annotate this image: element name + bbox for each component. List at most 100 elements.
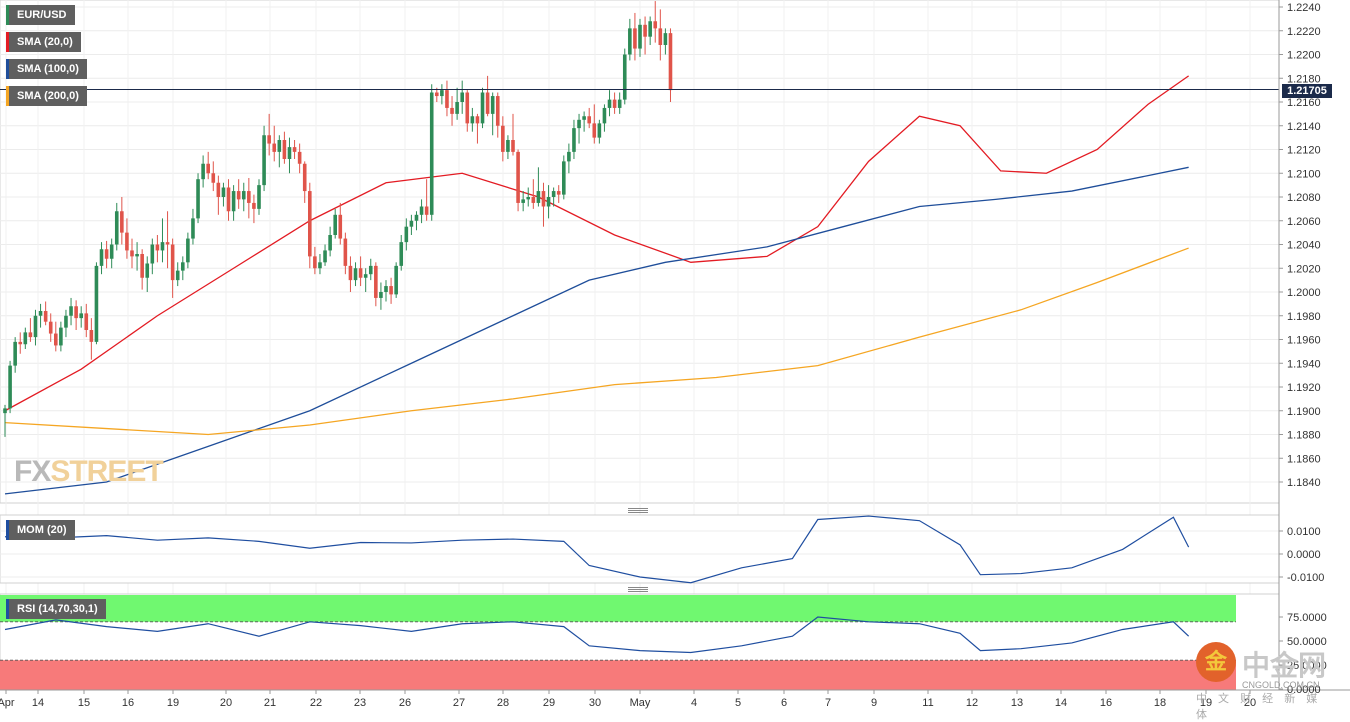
candle bbox=[84, 303, 89, 338]
mom-pane-frame bbox=[0, 514, 1280, 584]
rsi-y-tick-label: 75.0000 bbox=[1287, 612, 1327, 624]
candle-body bbox=[292, 147, 297, 152]
x-tick-label: 16 bbox=[122, 697, 134, 709]
candle-body bbox=[191, 218, 195, 239]
candle-body bbox=[485, 92, 490, 114]
candle-body bbox=[353, 268, 358, 281]
candle-body bbox=[419, 206, 424, 215]
candle-body bbox=[404, 226, 409, 243]
y-tick-label: 1.1880 bbox=[1287, 430, 1321, 442]
candle-body bbox=[33, 315, 38, 338]
candle bbox=[79, 306, 83, 328]
legend-sma20[interactable]: SMA (20,0) bbox=[6, 32, 81, 52]
candle-body bbox=[414, 214, 419, 221]
y-tick-label: 1.1940 bbox=[1287, 358, 1321, 370]
candle-body bbox=[541, 191, 546, 207]
x-tick-label: 20 bbox=[220, 697, 232, 709]
candle-body bbox=[363, 274, 368, 278]
candle bbox=[23, 327, 28, 349]
x-tick-label: 20 bbox=[1244, 697, 1256, 709]
candle bbox=[181, 256, 185, 281]
candle-body bbox=[495, 96, 500, 126]
candle bbox=[318, 254, 322, 275]
candle-body bbox=[130, 250, 134, 257]
candle-body bbox=[79, 313, 83, 319]
legend-sma100[interactable]: SMA (100,0) bbox=[6, 59, 87, 79]
candle bbox=[597, 119, 602, 144]
candle bbox=[602, 104, 607, 132]
candle bbox=[99, 242, 104, 275]
candle-body bbox=[125, 232, 129, 251]
candle bbox=[3, 404, 7, 437]
candle bbox=[226, 179, 231, 221]
mom-y-tick-label: 0.0000 bbox=[1287, 549, 1321, 561]
candle bbox=[196, 173, 200, 224]
candle-body bbox=[257, 185, 261, 209]
candle-body bbox=[272, 143, 277, 152]
candle-body bbox=[247, 191, 251, 203]
x-tick-label: 13 bbox=[1011, 697, 1023, 709]
candle bbox=[150, 238, 155, 275]
candle bbox=[333, 208, 337, 239]
candle bbox=[338, 202, 343, 245]
legend-mom-label: MOM (20) bbox=[17, 524, 67, 536]
candle bbox=[211, 161, 216, 192]
candle bbox=[297, 143, 302, 174]
candle bbox=[617, 92, 622, 114]
candle bbox=[175, 262, 180, 287]
candle bbox=[135, 242, 139, 271]
candle-body bbox=[587, 116, 591, 124]
candle-body bbox=[394, 265, 398, 295]
y-tick-label: 1.2220 bbox=[1287, 26, 1321, 38]
candle bbox=[409, 214, 414, 235]
candle-body bbox=[480, 92, 485, 124]
candle-body bbox=[120, 211, 124, 233]
candle bbox=[526, 187, 531, 207]
y-tick-label: 1.1840 bbox=[1287, 477, 1321, 489]
candle-body bbox=[643, 24, 647, 37]
candle bbox=[125, 218, 129, 259]
legend-eurusd[interactable]: EUR/USD bbox=[6, 5, 75, 25]
legend-sma200[interactable]: SMA (200,0) bbox=[6, 86, 87, 106]
candle-body bbox=[109, 244, 114, 259]
candle bbox=[465, 90, 470, 132]
cngold-watermark: 金 中金网 CNGOLD.COM.CN 中 文 财 经 新 媒 体 bbox=[1196, 642, 1336, 721]
y-tick-label: 1.2060 bbox=[1287, 216, 1321, 228]
legend-sma200-label: SMA (200,0) bbox=[17, 90, 79, 102]
candle-body bbox=[99, 249, 104, 266]
legend-rsi[interactable]: RSI (14,70,30,1) bbox=[6, 599, 106, 619]
candle-body bbox=[617, 99, 622, 108]
candle-body bbox=[150, 244, 155, 264]
candle bbox=[109, 238, 114, 269]
candle-body bbox=[668, 33, 673, 91]
candle bbox=[440, 84, 444, 105]
candle-body bbox=[236, 191, 241, 200]
x-tick-label: Apr bbox=[0, 697, 15, 709]
legend-mom[interactable]: MOM (20) bbox=[6, 520, 75, 540]
candle-body bbox=[18, 341, 23, 345]
candle-body bbox=[516, 151, 520, 203]
pane-resize-handle-2[interactable] bbox=[628, 587, 648, 593]
candle-body bbox=[399, 242, 404, 266]
candle-body bbox=[622, 54, 627, 100]
candle bbox=[130, 238, 134, 269]
candle bbox=[8, 360, 12, 414]
candle-body bbox=[470, 116, 475, 124]
candle-body bbox=[241, 191, 246, 200]
logo-fx: FX bbox=[14, 455, 51, 488]
x-tick-label: 7 bbox=[825, 697, 831, 709]
candle bbox=[516, 149, 520, 212]
x-tick-label: 28 bbox=[497, 697, 509, 709]
candle bbox=[267, 113, 271, 156]
y-tick-label: 1.2240 bbox=[1287, 2, 1321, 14]
candle bbox=[358, 256, 363, 287]
pane-resize-handle-1[interactable] bbox=[628, 508, 648, 514]
x-tick-label: 19 bbox=[1200, 697, 1212, 709]
x-tick-label: 29 bbox=[543, 697, 555, 709]
candle-body bbox=[262, 135, 266, 186]
y-tick-label: 1.2000 bbox=[1287, 287, 1321, 299]
candle bbox=[241, 182, 246, 212]
x-tick-label: 23 bbox=[354, 697, 366, 709]
candle-body bbox=[501, 125, 505, 152]
